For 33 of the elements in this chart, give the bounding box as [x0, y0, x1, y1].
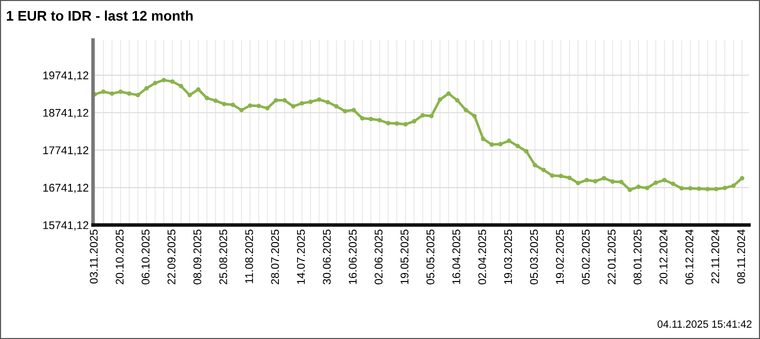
y-tick-label: 18741,12 — [43, 108, 88, 118]
x-tick-label: 06.10.2025 — [142, 230, 150, 284]
y-tick-label: 17741,12 — [43, 146, 88, 156]
x-tick-label: 08.01.2025 — [634, 230, 642, 284]
x-tick-label: 05.03.2025 — [530, 230, 538, 284]
x-tick-label: 05.05.2025 — [426, 230, 434, 284]
x-tick-label: 06.12.2024 — [685, 229, 694, 284]
x-tick-label: 22.09.2025 — [168, 230, 176, 284]
y-tick-label: 15741,12 — [43, 221, 88, 230]
text: 04.11.2025 15:41:42 — [658, 320, 752, 328]
x-tick-label: 30.06.2025 — [322, 230, 331, 284]
x-tick-label: 05.02.2025 — [582, 230, 590, 284]
x-tick-label: 20.12.2024 — [660, 229, 668, 284]
x-tick-label: 20.10.2025 — [116, 230, 124, 284]
x-tick-label: 19.02.2025 — [556, 230, 564, 284]
x-tick-label: 08.09.2025 — [193, 230, 202, 284]
x-tick-label: 02.04.2025 — [478, 230, 486, 284]
y-tick-label: 19741,12 — [43, 71, 88, 81]
x-tick-label: 16.06.2025 — [348, 230, 357, 284]
x-tick-label: 19.03.2025 — [504, 230, 512, 284]
x-tick-label: 28.07.2025 — [271, 230, 279, 284]
x-tick-label: 11.08.2025 — [245, 230, 254, 284]
x-tick-label: 03.11.2025 — [90, 230, 98, 284]
x-tick-label: 22.01.2025 — [608, 230, 616, 284]
x-tick-label: 02.06.2025 — [374, 230, 383, 284]
x-tick-label: 19.05.2025 — [400, 230, 408, 284]
x-tick-label: 22.11.2024 — [711, 229, 720, 284]
x-tick-label: 16.04.2025 — [452, 230, 460, 284]
y-tick-label: 16741,12 — [43, 184, 88, 193]
x-tick-label: 14.07.2025 — [297, 230, 305, 284]
chart-title: 1 EUR to IDR - last 12 month — [6, 10, 193, 21]
x-tick-label: 25.08.2025 — [219, 230, 228, 284]
x-tick-label: 08.11.2024 — [737, 229, 746, 284]
